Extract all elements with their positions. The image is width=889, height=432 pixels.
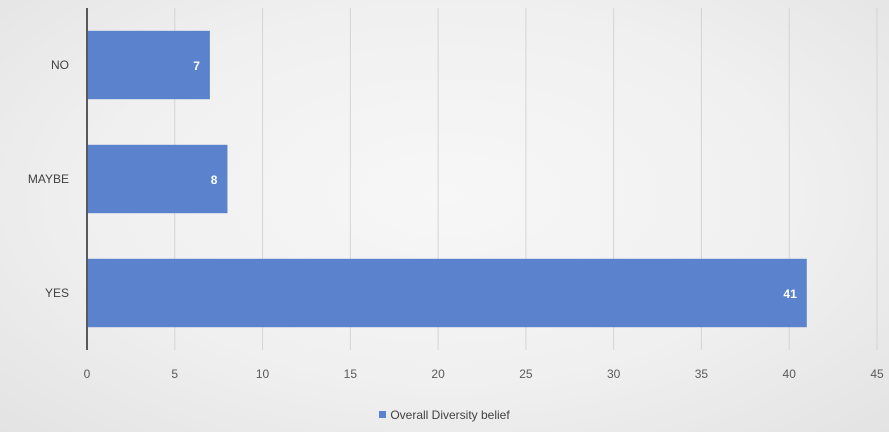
legend-swatch [379, 411, 387, 418]
bar-chart: 0 5 10 15 20 25 30 35 40 45 NO 7 MAYBE 8 YES 41 [28, 8, 884, 381]
legend: Overall Diversity belief [0, 408, 889, 422]
x-tick-label: 25 [519, 367, 533, 381]
category-label: MAYBE [28, 172, 69, 186]
data-label: 41 [783, 287, 797, 301]
x-tick-label: 30 [607, 367, 621, 381]
x-tick-label: 45 [870, 367, 884, 381]
x-tick-label: 10 [256, 367, 270, 381]
x-tick-label: 35 [695, 367, 709, 381]
legend-label: Overall Diversity belief [390, 408, 510, 422]
bar [87, 258, 807, 328]
category-label: YES [45, 286, 69, 300]
x-tick-label: 15 [344, 367, 358, 381]
bar [87, 144, 228, 214]
data-label: 8 [211, 173, 218, 187]
x-tick-label: 5 [171, 367, 178, 381]
x-tick-label: 0 [84, 367, 91, 381]
x-tick-label: 20 [431, 367, 445, 381]
bar [87, 30, 210, 100]
x-tick-label: 40 [783, 367, 797, 381]
category-label: NO [51, 58, 69, 72]
data-label: 7 [193, 59, 200, 73]
